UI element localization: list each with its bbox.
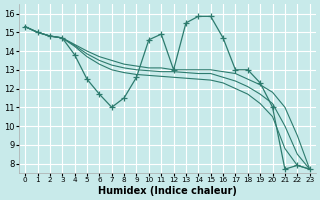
X-axis label: Humidex (Indice chaleur): Humidex (Indice chaleur): [98, 186, 237, 196]
